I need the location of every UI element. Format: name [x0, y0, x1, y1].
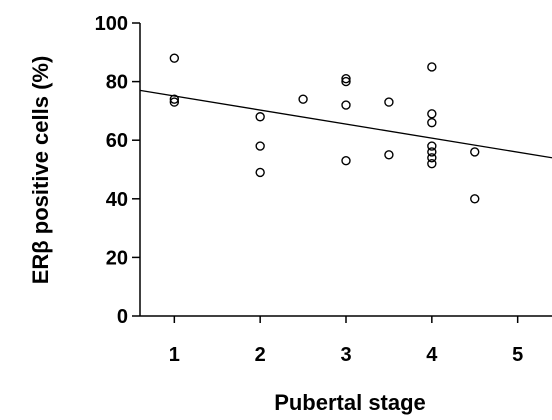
data-point [341, 73, 351, 84]
y-tick-label: 100 [95, 13, 128, 35]
data-point [427, 109, 437, 119]
data-point [298, 94, 308, 104]
data-point [255, 112, 265, 122]
data-point [384, 150, 394, 160]
axes [139, 23, 552, 317]
x-tick-label: 1 [169, 344, 180, 366]
x-tick-label: 5 [512, 344, 523, 366]
y-tick-label: 40 [106, 189, 128, 211]
y-tick-label: 0 [117, 306, 128, 328]
y-tick-label: 80 [106, 72, 128, 94]
data-point [427, 62, 437, 72]
data-point [341, 76, 351, 87]
data-point [470, 147, 480, 157]
data-point [255, 141, 265, 151]
data-point [341, 100, 351, 110]
data-point [427, 158, 437, 169]
data-points [169, 53, 480, 204]
x-tick-label: 3 [340, 344, 351, 366]
data-point [470, 194, 480, 204]
ticks: 0 20 40 60 80 100 1 2 3 4 5 [95, 13, 524, 366]
data-point [427, 153, 437, 163]
data-point [427, 147, 437, 157]
data-point [427, 117, 437, 128]
data-point [169, 97, 180, 107]
y-axis-title: ERβ positive cells (%) [28, 56, 53, 285]
regression-line-layer [139, 89, 552, 159]
x-tick-label: 2 [255, 344, 266, 366]
data-point [341, 156, 351, 166]
x-axis-title: Pubertal stage [274, 390, 426, 415]
data-point [427, 141, 437, 151]
data-point [384, 97, 394, 107]
data-point [169, 53, 180, 63]
x-tick-label: 4 [426, 344, 438, 366]
y-tick-label: 60 [106, 130, 128, 152]
data-point [169, 94, 180, 104]
data-point [255, 167, 265, 178]
y-tick-label: 20 [106, 247, 128, 269]
regression-line [139, 89, 552, 159]
